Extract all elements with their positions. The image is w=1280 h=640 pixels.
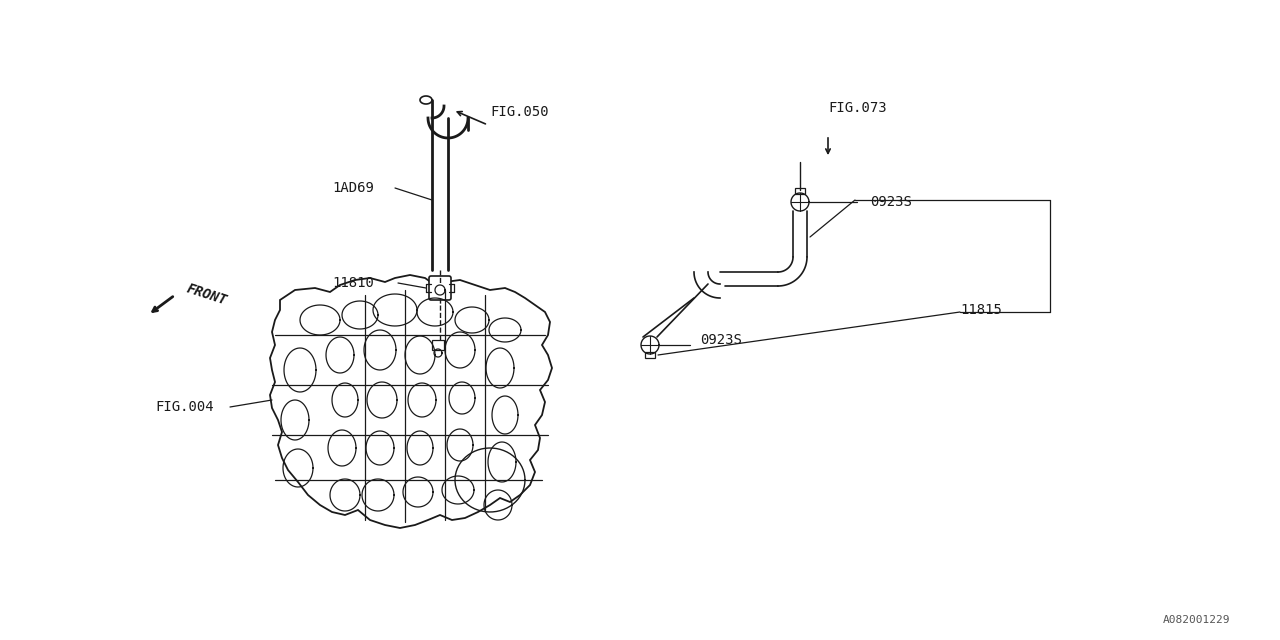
Text: A082001229: A082001229 [1162,615,1230,625]
Text: 1AD69: 1AD69 [332,181,374,195]
Text: FIG.073: FIG.073 [828,101,887,115]
Bar [645,352,655,358]
Text: 0923S: 0923S [700,333,742,347]
Text: FRONT: FRONT [186,282,229,308]
Text: 0923S: 0923S [870,195,911,209]
Bar [433,278,448,288]
FancyBboxPatch shape [429,276,451,300]
Text: FIG.050: FIG.050 [490,105,549,119]
Text: 11810: 11810 [332,276,374,290]
Text: 11815: 11815 [960,303,1002,317]
Bar [795,188,805,194]
Bar [433,340,444,350]
Text: FIG.004: FIG.004 [155,400,214,414]
